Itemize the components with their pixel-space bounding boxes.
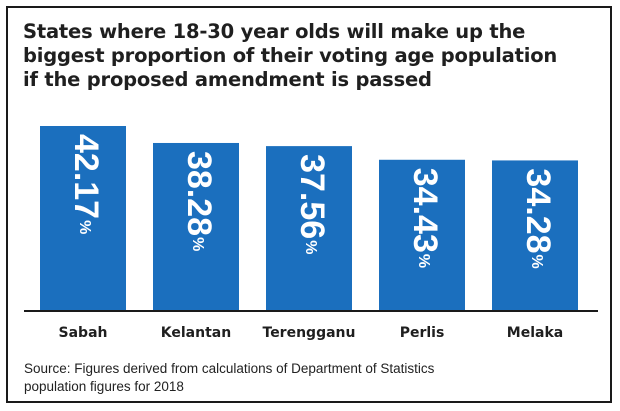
title-line-3: if the proposed amendment is passed — [23, 68, 432, 91]
value-unit: % — [528, 255, 545, 269]
value-unit: % — [415, 254, 432, 268]
bar-sabah — [40, 126, 126, 310]
value-unit: % — [76, 220, 93, 234]
value-number: 42.17 — [67, 134, 105, 219]
value-label-perlis: 34.43% — [406, 168, 444, 268]
value-number: 37.56 — [293, 154, 331, 239]
chart-frame — [6, 6, 612, 403]
value-number: 34.28 — [519, 168, 557, 253]
source-line-1: Source: Figures derived from calculation… — [24, 361, 435, 376]
category-label-terengganu: Terengganu — [263, 325, 356, 341]
title-line-1: States where 18-30 year olds will make u… — [23, 20, 526, 43]
category-label-kelantan: Kelantan — [161, 325, 231, 341]
value-label-melaka: 34.28% — [519, 168, 557, 268]
source-note: Source: Figures derived from calculation… — [24, 360, 584, 396]
bar-melaka — [492, 160, 578, 310]
category-label-perlis: Perlis — [400, 325, 445, 341]
value-number: 38.28 — [180, 151, 218, 236]
category-label-melaka: Melaka — [507, 325, 563, 341]
bar-perlis — [379, 159, 465, 310]
bar-terengganu — [266, 146, 352, 310]
bar-kelantan — [153, 142, 239, 310]
value-number: 34.43 — [406, 168, 444, 253]
title-line-2: biggest proportion of their voting age p… — [23, 44, 558, 67]
category-label-sabah: Sabah — [59, 325, 108, 341]
value-label-kelantan: 38.28% — [180, 151, 218, 251]
chart-title: States where 18-30 year olds will make u… — [23, 20, 603, 92]
value-label-sabah: 42.17% — [67, 134, 105, 234]
value-label-terengganu: 37.56% — [293, 154, 331, 254]
source-line-2: population figures for 2018 — [24, 379, 184, 394]
value-unit: % — [189, 237, 206, 251]
value-unit: % — [302, 240, 319, 254]
